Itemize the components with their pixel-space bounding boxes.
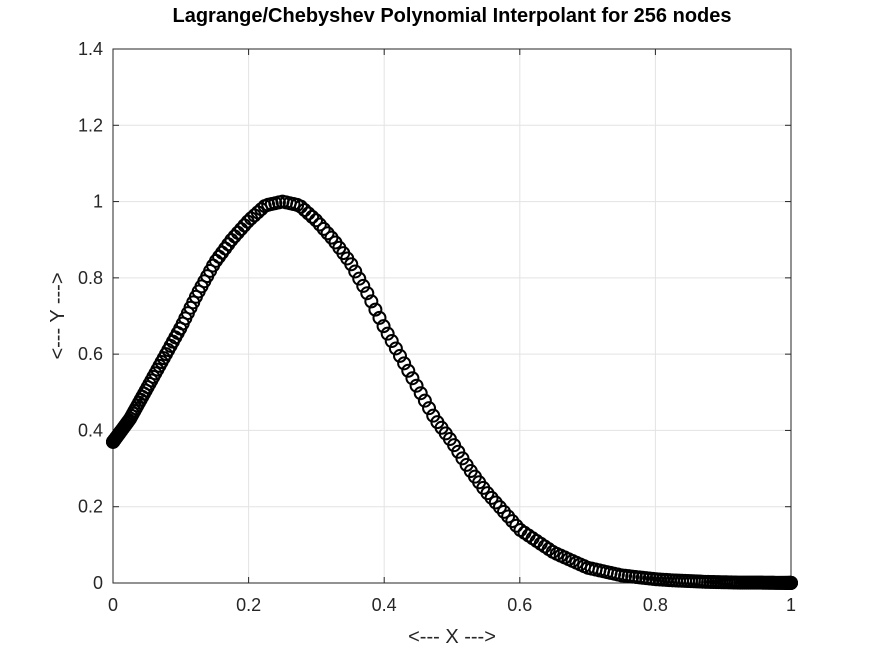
y-tick-label: 1.2 (78, 115, 103, 135)
data-point (364, 294, 379, 309)
data-point (488, 495, 503, 510)
data-point (316, 221, 331, 236)
y-tick-label: 0.4 (78, 420, 103, 440)
data-point (356, 278, 371, 293)
data-point (393, 348, 408, 363)
data-point (352, 271, 367, 286)
y-tick-label: 0 (93, 573, 103, 593)
data-point (413, 386, 428, 401)
x-axis-label: <--- X ---> (408, 626, 496, 648)
y-tick-label: 0.2 (78, 497, 103, 517)
data-point (784, 575, 798, 590)
data-point (305, 209, 320, 224)
data-point (384, 334, 399, 349)
data-point (409, 378, 424, 393)
data-point (376, 319, 391, 334)
data-point (309, 213, 324, 228)
data-point (405, 371, 420, 386)
data-point (501, 509, 516, 524)
data-point (401, 363, 416, 378)
data-point (312, 217, 327, 232)
data-point (344, 257, 359, 272)
x-tick-label: 0.2 (236, 595, 261, 615)
x-tick-label: 1 (786, 595, 796, 615)
data-point (496, 504, 511, 519)
data-point (388, 341, 403, 356)
axes-box (112, 48, 792, 584)
y-axis-label: <--- Y ---> (47, 272, 69, 359)
y-tick-label: 0.6 (78, 344, 103, 364)
data-point (360, 286, 375, 301)
data-point (397, 356, 412, 371)
data-point (492, 500, 507, 515)
data-point (380, 326, 395, 341)
data-point (368, 302, 383, 317)
x-tick-label: 0.8 (643, 595, 668, 615)
y-tick-label: 0.8 (78, 268, 103, 288)
x-tick-label: 0 (108, 595, 118, 615)
data-point (505, 514, 520, 529)
data-series (106, 194, 798, 590)
x-tick-label: 0.6 (507, 595, 532, 615)
axes-frame (112, 48, 792, 584)
x-tick-label: 0.4 (372, 595, 397, 615)
chart-title: Lagrange/Chebyshev Polynomial Interpolan… (172, 5, 731, 27)
y-tick-label: 1.4 (78, 39, 103, 59)
data-point (509, 518, 524, 533)
data-point (348, 264, 363, 279)
data-point (422, 401, 437, 416)
data-point (372, 310, 387, 325)
data-point (417, 393, 432, 408)
y-tick-label: 1 (93, 192, 103, 212)
data-point (320, 226, 335, 241)
data-point (301, 206, 316, 221)
ticks: 0 0.2 0.4 0.6 0.8 1 0 0.2 0.4 0.6 0.8 1 1.2 1.4 (78, 39, 796, 615)
